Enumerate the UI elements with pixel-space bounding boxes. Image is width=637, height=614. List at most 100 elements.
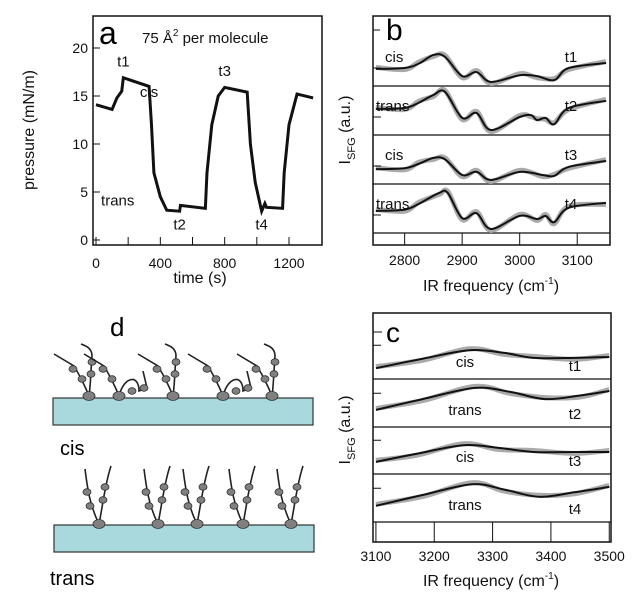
y-axis-label-c: ISFG (a.u.) (337, 396, 358, 465)
time-label-t4: t4 (565, 196, 578, 213)
azobenzene-unit (260, 375, 270, 383)
x-tick-label-b: 2800 (389, 252, 420, 268)
panel-d-label: d (110, 312, 124, 342)
azobenzene-unit (196, 496, 206, 504)
alkyl-chain (164, 343, 177, 397)
state-label-t1: cis (456, 354, 474, 371)
alkyl-chain (80, 343, 93, 397)
x-axis-label-a: time (s) (173, 270, 226, 287)
fit-t3 (375, 443, 610, 463)
substrate-cis (52, 397, 314, 426)
alkyl-chain (276, 468, 292, 525)
x-tick-label-c: 3200 (419, 548, 450, 564)
azobenzene-unit (170, 370, 180, 378)
state-label-t4: trans (448, 497, 481, 514)
azobenzene-unit (107, 375, 117, 383)
data-t2 (375, 383, 610, 411)
y-tick-label-a: 5 (80, 184, 88, 200)
azobenzene-unit (157, 496, 167, 504)
alkyl-chain (118, 370, 148, 397)
alkyl-chain (187, 353, 224, 397)
alkyl-chain (98, 465, 112, 525)
x-tick-label-b: 3000 (504, 252, 535, 268)
head-group (166, 391, 180, 401)
azobenzene-unit (251, 365, 261, 373)
curve-label-t1: t1 (117, 53, 130, 70)
state-label-t1: cis (385, 49, 403, 66)
state-label-t3: cis (456, 449, 474, 466)
azobenzene-unit (98, 365, 108, 373)
azobenzene-unit (144, 502, 154, 510)
head-group (151, 519, 165, 529)
azobenzene-unit (277, 502, 287, 510)
time-label-t2: t2 (565, 98, 578, 115)
head-group (82, 391, 96, 401)
pressure-curve (95, 75, 314, 217)
y-axis-label-a: pressure (mN/m) (21, 70, 38, 190)
azobenzene-unit (269, 370, 279, 378)
head-group (112, 391, 126, 401)
azobenzene-unit (231, 387, 241, 395)
y-axis-label-b: ISFG (a.u.) (337, 96, 358, 165)
azobenzene-unit (77, 375, 87, 383)
azobenzene-unit (211, 375, 221, 383)
molecule-trans (82, 465, 112, 529)
panel-d: d cis trans (50, 312, 315, 590)
alkyl-chain (53, 353, 90, 397)
fit-t3 (375, 156, 607, 181)
head-group (216, 391, 230, 401)
trans-label: trans (50, 568, 94, 590)
fit-t2 (375, 386, 610, 411)
azobenzene-unit (85, 502, 95, 510)
head-group (92, 519, 106, 529)
state-label-t2: trans (448, 402, 481, 419)
azobenzene-unit (229, 502, 239, 510)
azobenzene-unit (274, 488, 284, 496)
molecule-trans (274, 465, 304, 529)
head-group (265, 391, 279, 401)
x-tick-label-c: 3300 (477, 548, 508, 564)
alkyl-chain (182, 468, 198, 525)
area-annotation: 75 Å2 per molecule (142, 28, 268, 47)
azobenzene-unit (127, 387, 137, 395)
curve-label-trans: trans (101, 193, 134, 210)
data-t1 (375, 51, 607, 86)
panel-a: a 75 Å2 per molecule 0 5 10 15 20 0 400 800 1200… (21, 15, 323, 287)
curve-label-t2: t2 (173, 217, 186, 234)
x-tick-label-c: 3500 (594, 548, 625, 564)
azobenzene-unit (243, 384, 253, 392)
panel-b: b 2800 2900 3000 3100 cis t1 trans t2 cis t3 trans… (337, 14, 611, 295)
molecules-trans (82, 465, 304, 529)
y-tick-label-a: 0 (80, 232, 88, 248)
azobenzene-unit (226, 488, 236, 496)
x-tick-label-a: 1200 (273, 255, 304, 271)
panel-a-frame (92, 15, 323, 246)
azobenzene-unit (198, 483, 208, 491)
molecule-cis (137, 343, 181, 401)
state-label-t3: cis (385, 147, 403, 164)
state-label-t4: trans (376, 196, 409, 213)
molecule-cis (83, 353, 149, 401)
y-tick-label-a: 15 (72, 88, 88, 104)
azobenzene-unit (86, 370, 96, 378)
azobenzene-unit (183, 502, 193, 510)
alkyl-chain (84, 468, 100, 525)
fit-t4 (375, 483, 610, 507)
azobenzene-unit (242, 496, 252, 504)
alkyl-chain (157, 465, 171, 525)
molecules-cis (53, 343, 280, 401)
molecule-cis (236, 343, 280, 401)
time-label-t1: t1 (565, 49, 578, 66)
molecule-cis (53, 343, 97, 401)
x-axis-label-c: IR frequency (cm-1) (423, 571, 559, 590)
time-label-t2: t2 (569, 406, 582, 423)
alkyl-chain (242, 465, 256, 525)
azobenzene-unit (270, 358, 280, 366)
azobenzene-unit (171, 358, 181, 366)
azobenzene-unit (152, 365, 162, 373)
y-tick-label-a: 20 (72, 40, 88, 56)
panel-a-label: a (99, 15, 117, 51)
data-t3 (375, 441, 610, 463)
head-group (190, 519, 204, 529)
alkyl-chain (228, 468, 244, 525)
